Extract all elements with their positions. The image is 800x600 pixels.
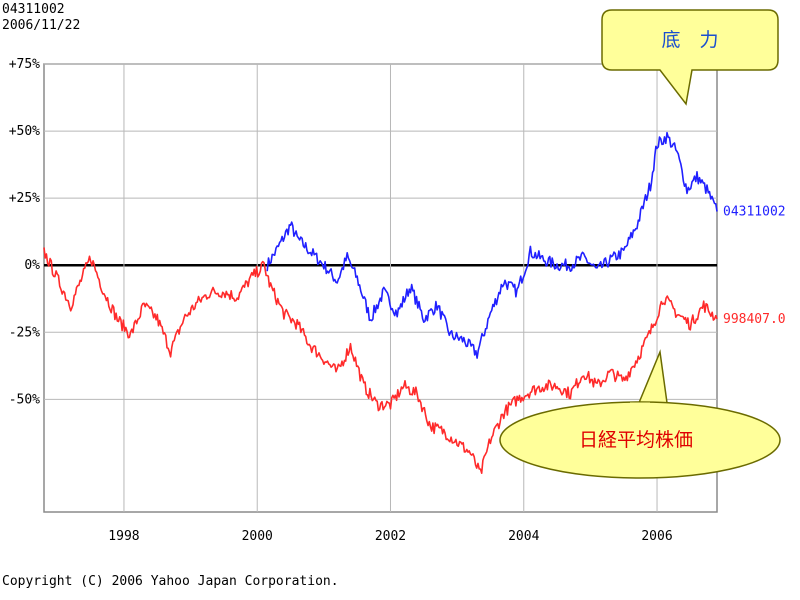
y-tick-label: +25% — [9, 191, 40, 206]
callout-label-nikkei: 日経平均株価 — [579, 429, 693, 451]
series-layer — [43, 131, 718, 474]
x-tick-label: 2004 — [508, 529, 539, 544]
label-layer: 04311002 998407.0 — [723, 205, 786, 327]
callout-bubble-fund — [601, 9, 779, 106]
y-tick-label: -25% — [9, 325, 40, 340]
y-tick-label: 0% — [24, 258, 40, 273]
x-tick-label: 1998 — [108, 529, 139, 544]
y-tick-label: +50% — [9, 124, 40, 139]
chart-code-header: 04311002 — [2, 2, 65, 17]
series-end-label: 998407.0 — [723, 312, 786, 327]
series-line-nikkei — [43, 247, 718, 474]
series-line-fund — [266, 131, 718, 359]
y-tick-label: +75% — [9, 57, 40, 72]
x-tick-label: 2006 — [641, 529, 672, 544]
x-tick-label: 2002 — [375, 529, 406, 544]
series-end-label: 04311002 — [723, 205, 786, 220]
chart-date-header: 2006/11/22 — [2, 18, 81, 33]
callout-bubble-nikkei — [499, 401, 781, 479]
callout-label-fund: 底 力 — [661, 29, 718, 51]
y-tick-label: -50% — [9, 392, 40, 407]
x-tick-label: 2000 — [242, 529, 273, 544]
copyright-text: Copyright (C) 2006 Yahoo Japan Corporati… — [2, 574, 339, 589]
